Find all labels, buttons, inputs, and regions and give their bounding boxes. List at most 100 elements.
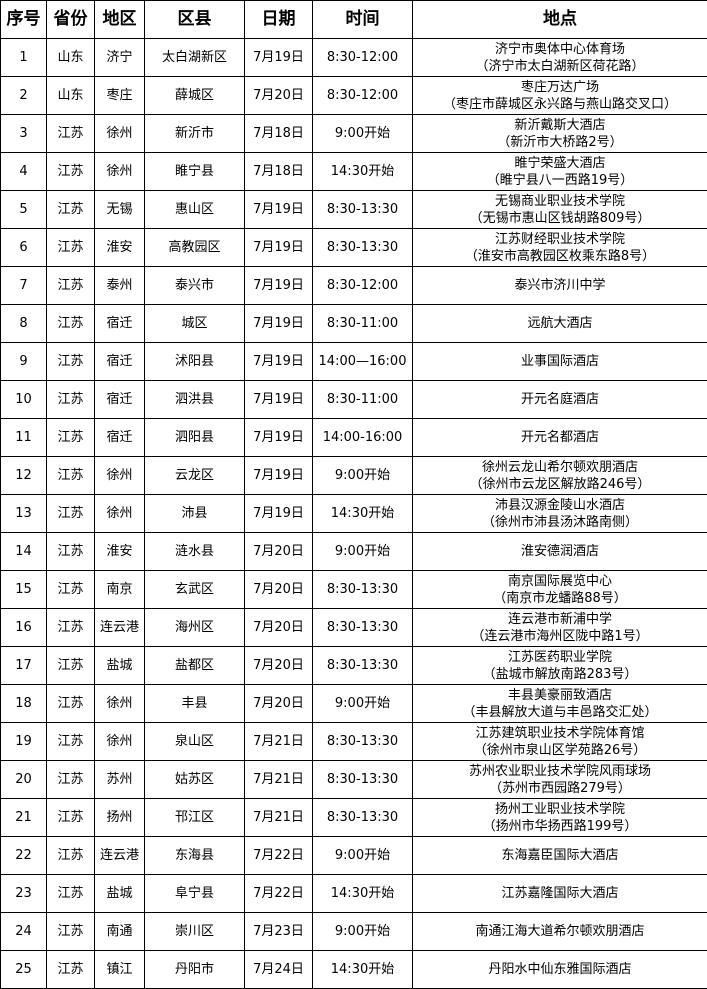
cell-time: 8:30-13:30 <box>312 646 413 685</box>
cell-province: 江苏 <box>46 494 95 533</box>
cell-province: 江苏 <box>46 836 95 875</box>
cell-time: 14:30开始 <box>312 874 413 913</box>
location-address: （苏州市西园路279号） <box>489 780 631 796</box>
cell-index: 9 <box>0 342 47 381</box>
table-row: 8 江苏 宿迁 城区 7月19日 8:30-11:00 远航大酒店 <box>0 304 707 343</box>
cell-index: 17 <box>0 646 47 685</box>
cell-district: 城区 <box>144 304 245 343</box>
location-name: 枣庄万达广场 <box>520 79 599 95</box>
location-name: 东海嘉臣国际大酒店 <box>501 848 619 863</box>
cell-index: 15 <box>0 570 47 609</box>
cell-time: 9:00开始 <box>312 114 413 153</box>
cell-province: 江苏 <box>46 190 95 229</box>
cell-region: 苏州 <box>94 760 145 799</box>
cell-time: 8:30-13:30 <box>312 570 413 609</box>
location-address: （无锡市惠山区钱胡路809号） <box>469 210 651 226</box>
cell-province: 江苏 <box>46 646 95 685</box>
cell-date: 7月19日 <box>244 266 313 305</box>
location-name: 无锡商业职业技术学院 <box>494 193 625 209</box>
cell-index: 20 <box>0 760 47 799</box>
cell-location: 东海嘉臣国际大酒店 <box>412 836 707 875</box>
location-name: 江苏嘉隆国际大酒店 <box>501 886 619 901</box>
cell-date: 7月19日 <box>244 494 313 533</box>
location-name: 江苏医药职业学院 <box>507 649 612 665</box>
cell-date: 7月18日 <box>244 114 313 153</box>
location-address: （丰县解放大道与丰邑路交汇处） <box>462 704 658 720</box>
cell-location: 丰县美豪丽致酒店 （丰县解放大道与丰邑路交汇处） <box>412 684 707 723</box>
cell-index: 8 <box>0 304 47 343</box>
cell-location: 江苏财经职业技术学院 （淮安市高教园区枚乘东路8号） <box>412 228 707 267</box>
cell-time: 8:30-13:30 <box>312 760 413 799</box>
cell-region: 盐城 <box>94 874 145 913</box>
cell-time: 9:00开始 <box>312 836 413 875</box>
cell-index: 3 <box>0 114 47 153</box>
table-row: 14 江苏 淮安 涟水县 7月20日 9:00开始 淮安德润酒店 <box>0 532 707 571</box>
cell-province: 江苏 <box>46 266 95 305</box>
cell-district: 丰县 <box>144 684 245 723</box>
cell-district: 沭阳县 <box>144 342 245 381</box>
cell-region: 连云港 <box>94 608 145 647</box>
cell-district: 邗江区 <box>144 798 245 837</box>
cell-district: 睢宁县 <box>144 152 245 191</box>
location-name: 沛县汉源金陵山水酒店 <box>494 497 625 513</box>
cell-index: 4 <box>0 152 47 191</box>
cell-location: 南京国际展览中心 （南京市龙蟠路88号） <box>412 570 707 609</box>
table-row: 3 江苏 徐州 新沂市 7月18日 9:00开始 新沂戴斯大酒店 （新沂市大桥路2号） <box>0 114 707 153</box>
location-name: 南通江海大道希尔顿欢朋酒店 <box>475 924 645 939</box>
cell-region: 南通 <box>94 912 145 951</box>
location-name: 淮安德润酒店 <box>520 544 599 559</box>
location-name: 江苏建筑职业技术学院体育馆 <box>475 725 645 741</box>
location-name: 南京国际展览中心 <box>507 573 612 589</box>
cell-region: 枣庄 <box>94 76 145 115</box>
cell-region: 无锡 <box>94 190 145 229</box>
cell-location: 沛县汉源金陵山水酒店 （徐州市沛县汤沐路南侧） <box>412 494 707 533</box>
cell-province: 江苏 <box>46 456 95 495</box>
cell-district: 玄武区 <box>144 570 245 609</box>
cell-location: 连云港市新浦中学 （连云港市海州区陇中路1号） <box>412 608 707 647</box>
cell-province: 江苏 <box>46 608 95 647</box>
cell-province: 江苏 <box>46 418 95 457</box>
header-region: 地区 <box>94 0 145 39</box>
table-row: 15 江苏 南京 玄武区 7月20日 8:30-13:30 南京国际展览中心 （南京市龙蟠路8… <box>0 570 707 609</box>
table-row: 1 山东 济宁 太白湖新区 7月19日 8:30-12:00 济宁市奥体中心体育场 （济宁市太… <box>0 38 707 77</box>
cell-date: 7月21日 <box>244 760 313 799</box>
cell-date: 7月19日 <box>244 228 313 267</box>
header-province: 省份 <box>46 0 95 39</box>
cell-district: 沛县 <box>144 494 245 533</box>
cell-index: 22 <box>0 836 47 875</box>
location-name: 徐州云龙山希尔顿欢朋酒店 <box>481 459 638 475</box>
table-row: 22 江苏 连云港 东海县 7月22日 9:00开始 东海嘉臣国际大酒店 <box>0 836 707 875</box>
location-name: 苏州农业职业技术学院风雨球场 <box>468 763 651 779</box>
cell-location: 新沂戴斯大酒店 （新沂市大桥路2号） <box>412 114 707 153</box>
location-name: 连云港市新浦中学 <box>507 611 612 627</box>
cell-index: 6 <box>0 228 47 267</box>
cell-district: 海州区 <box>144 608 245 647</box>
cell-province: 江苏 <box>46 874 95 913</box>
cell-location: 睢宁荣盛大酒店 （睢宁县八一西路19号） <box>412 152 707 191</box>
header-index: 序号 <box>0 0 47 39</box>
cell-location: 苏州农业职业技术学院风雨球场 （苏州市西园路279号） <box>412 760 707 799</box>
table-row: 20 江苏 苏州 姑苏区 7月21日 8:30-13:30 苏州农业职业技术学院风雨球场 （苏… <box>0 760 707 799</box>
cell-date: 7月20日 <box>244 76 313 115</box>
header-location: 地点 <box>412 0 707 39</box>
cell-region: 连云港 <box>94 836 145 875</box>
cell-location: 丹阳水中仙东雅国际酒店 <box>412 950 707 989</box>
cell-date: 7月20日 <box>244 532 313 571</box>
cell-date: 7月24日 <box>244 950 313 989</box>
cell-district: 泗阳县 <box>144 418 245 457</box>
location-name: 济宁市奥体中心体育场 <box>494 41 625 57</box>
cell-location: 扬州工业职业技术学院 （扬州市华扬西路199号） <box>412 798 707 837</box>
table-row: 2 山东 枣庄 薛城区 7月20日 8:30-12:00 枣庄万达广场 （枣庄市薛城区永兴路与… <box>0 76 707 115</box>
cell-region: 宿迁 <box>94 418 145 457</box>
cell-province: 山东 <box>46 76 95 115</box>
cell-location: 徐州云龙山希尔顿欢朋酒店 （徐州市云龙区解放路246号） <box>412 456 707 495</box>
cell-district: 东海县 <box>144 836 245 875</box>
cell-province: 江苏 <box>46 342 95 381</box>
cell-region: 徐州 <box>94 152 145 191</box>
table-row: 24 江苏 南通 崇川区 7月23日 9:00开始 南通江海大道希尔顿欢朋酒店 <box>0 912 707 951</box>
location-name: 泰兴市济川中学 <box>514 278 606 293</box>
cell-district: 阜宁县 <box>144 874 245 913</box>
cell-region: 徐州 <box>94 456 145 495</box>
cell-region: 徐州 <box>94 114 145 153</box>
